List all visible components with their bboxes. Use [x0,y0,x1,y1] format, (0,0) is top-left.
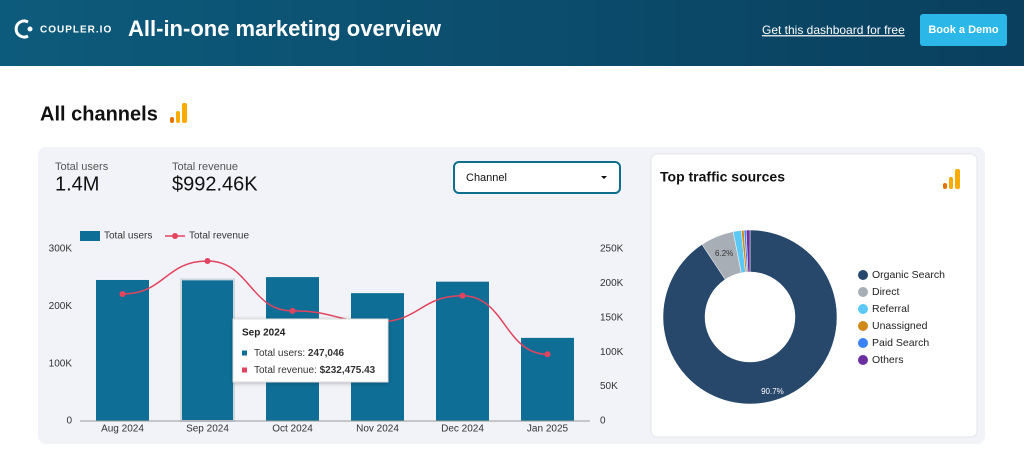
y-tick-label: 0 [66,416,72,427]
bar [436,281,489,421]
legend-label: Organic Search [872,269,945,281]
point [544,351,551,358]
tooltip-box [232,318,389,383]
legend-swatch [858,287,868,297]
y2-tick-label: 100K [600,347,624,358]
free-link[interactable]: Get this dashboard for free [762,23,905,37]
kpi-value: 1.4M [55,173,99,195]
tooltip-row-label: Total users: [254,348,308,359]
logo-icon [14,19,33,39]
legend-label: Unassigned [872,320,928,332]
y2-tick-label: 200K [600,278,624,289]
x-tick-label: Dec 2024 [441,424,484,435]
slice [662,229,838,405]
legend-swatch [858,304,868,314]
channel-dropdown[interactable] [453,161,621,194]
y2-tick-label: 150K [600,312,624,323]
bar [180,278,235,422]
kpi-label: Total revenue [172,161,238,173]
section-title: All channels [40,103,158,125]
kpi-value: $992.46K [172,173,258,195]
logo-text: COUPLER.IO [40,25,112,36]
x-tick-label: Sep 2024 [186,424,229,435]
header-bar [0,0,1024,66]
analytics-icon [943,169,960,189]
charts: 0 100K 200K 300K 0 50K 100K 150K 200K 250K Aug 202… [49,229,945,435]
point [204,258,211,265]
legend-swatch [858,355,868,365]
line [122,260,548,356]
legend-label: Referral [872,303,909,315]
dropdown-arrow[interactable] [601,176,607,179]
legend-label: Total revenue [189,231,249,242]
x-tick-label: Oct 2024 [272,424,313,435]
legend-label: Total users [104,231,152,242]
analytics-icon [170,103,187,123]
legend-swatch [858,338,868,348]
point [289,307,296,314]
slice-label: 90.7% [761,387,784,396]
kpi-label: Total users [55,161,109,173]
tooltip-row-value: 247,046 [308,348,345,359]
dropdown-label[interactable]: Channel [466,172,507,184]
tooltip-row-label: Total revenue: [254,365,320,376]
tooltip-title: Sep 2024 [242,328,286,339]
demo-button-label[interactable]: Book a Demo [928,24,999,36]
tooltip: Sep 2024 Total users: 247,046 Total revenu… [232,318,389,383]
y-tick-label: 100K [49,358,73,369]
y2-tick-label: 0 [600,416,606,427]
x-tick-label: Nov 2024 [356,424,399,435]
y-tick-label: 200K [49,301,73,312]
legend-swatch [172,233,178,239]
x-tick-label: Aug 2024 [101,424,144,435]
tooltip-swatch [242,350,247,356]
legend-swatch [80,231,100,241]
bar [96,279,149,421]
point [459,292,466,299]
tooltip-row: Total users: 247,046 [254,348,345,359]
demo-button[interactable] [920,14,1007,46]
tooltip-swatch [242,367,247,373]
slice [745,229,751,273]
card-title: Top traffic sources [660,169,785,185]
slice-label: 6.2% [715,249,733,258]
tooltip-row-value: $232,475.43 [320,365,376,376]
x-tick-label: Jan 2025 [527,424,569,435]
tooltip-row: Total revenue: $232,475.43 [254,365,376,376]
page-title: All-in-one marketing overview [128,16,442,41]
point [119,290,126,297]
y-tick-label: 300K [49,244,73,255]
y2-tick-label: 50K [600,381,618,392]
legend-label: Direct [872,286,900,298]
legend-swatch [858,270,868,280]
legend-label: Others [872,354,904,366]
legend-label: Paid Search [872,337,929,349]
y2-tick-label: 250K [600,244,624,255]
legend-swatch [858,321,868,331]
